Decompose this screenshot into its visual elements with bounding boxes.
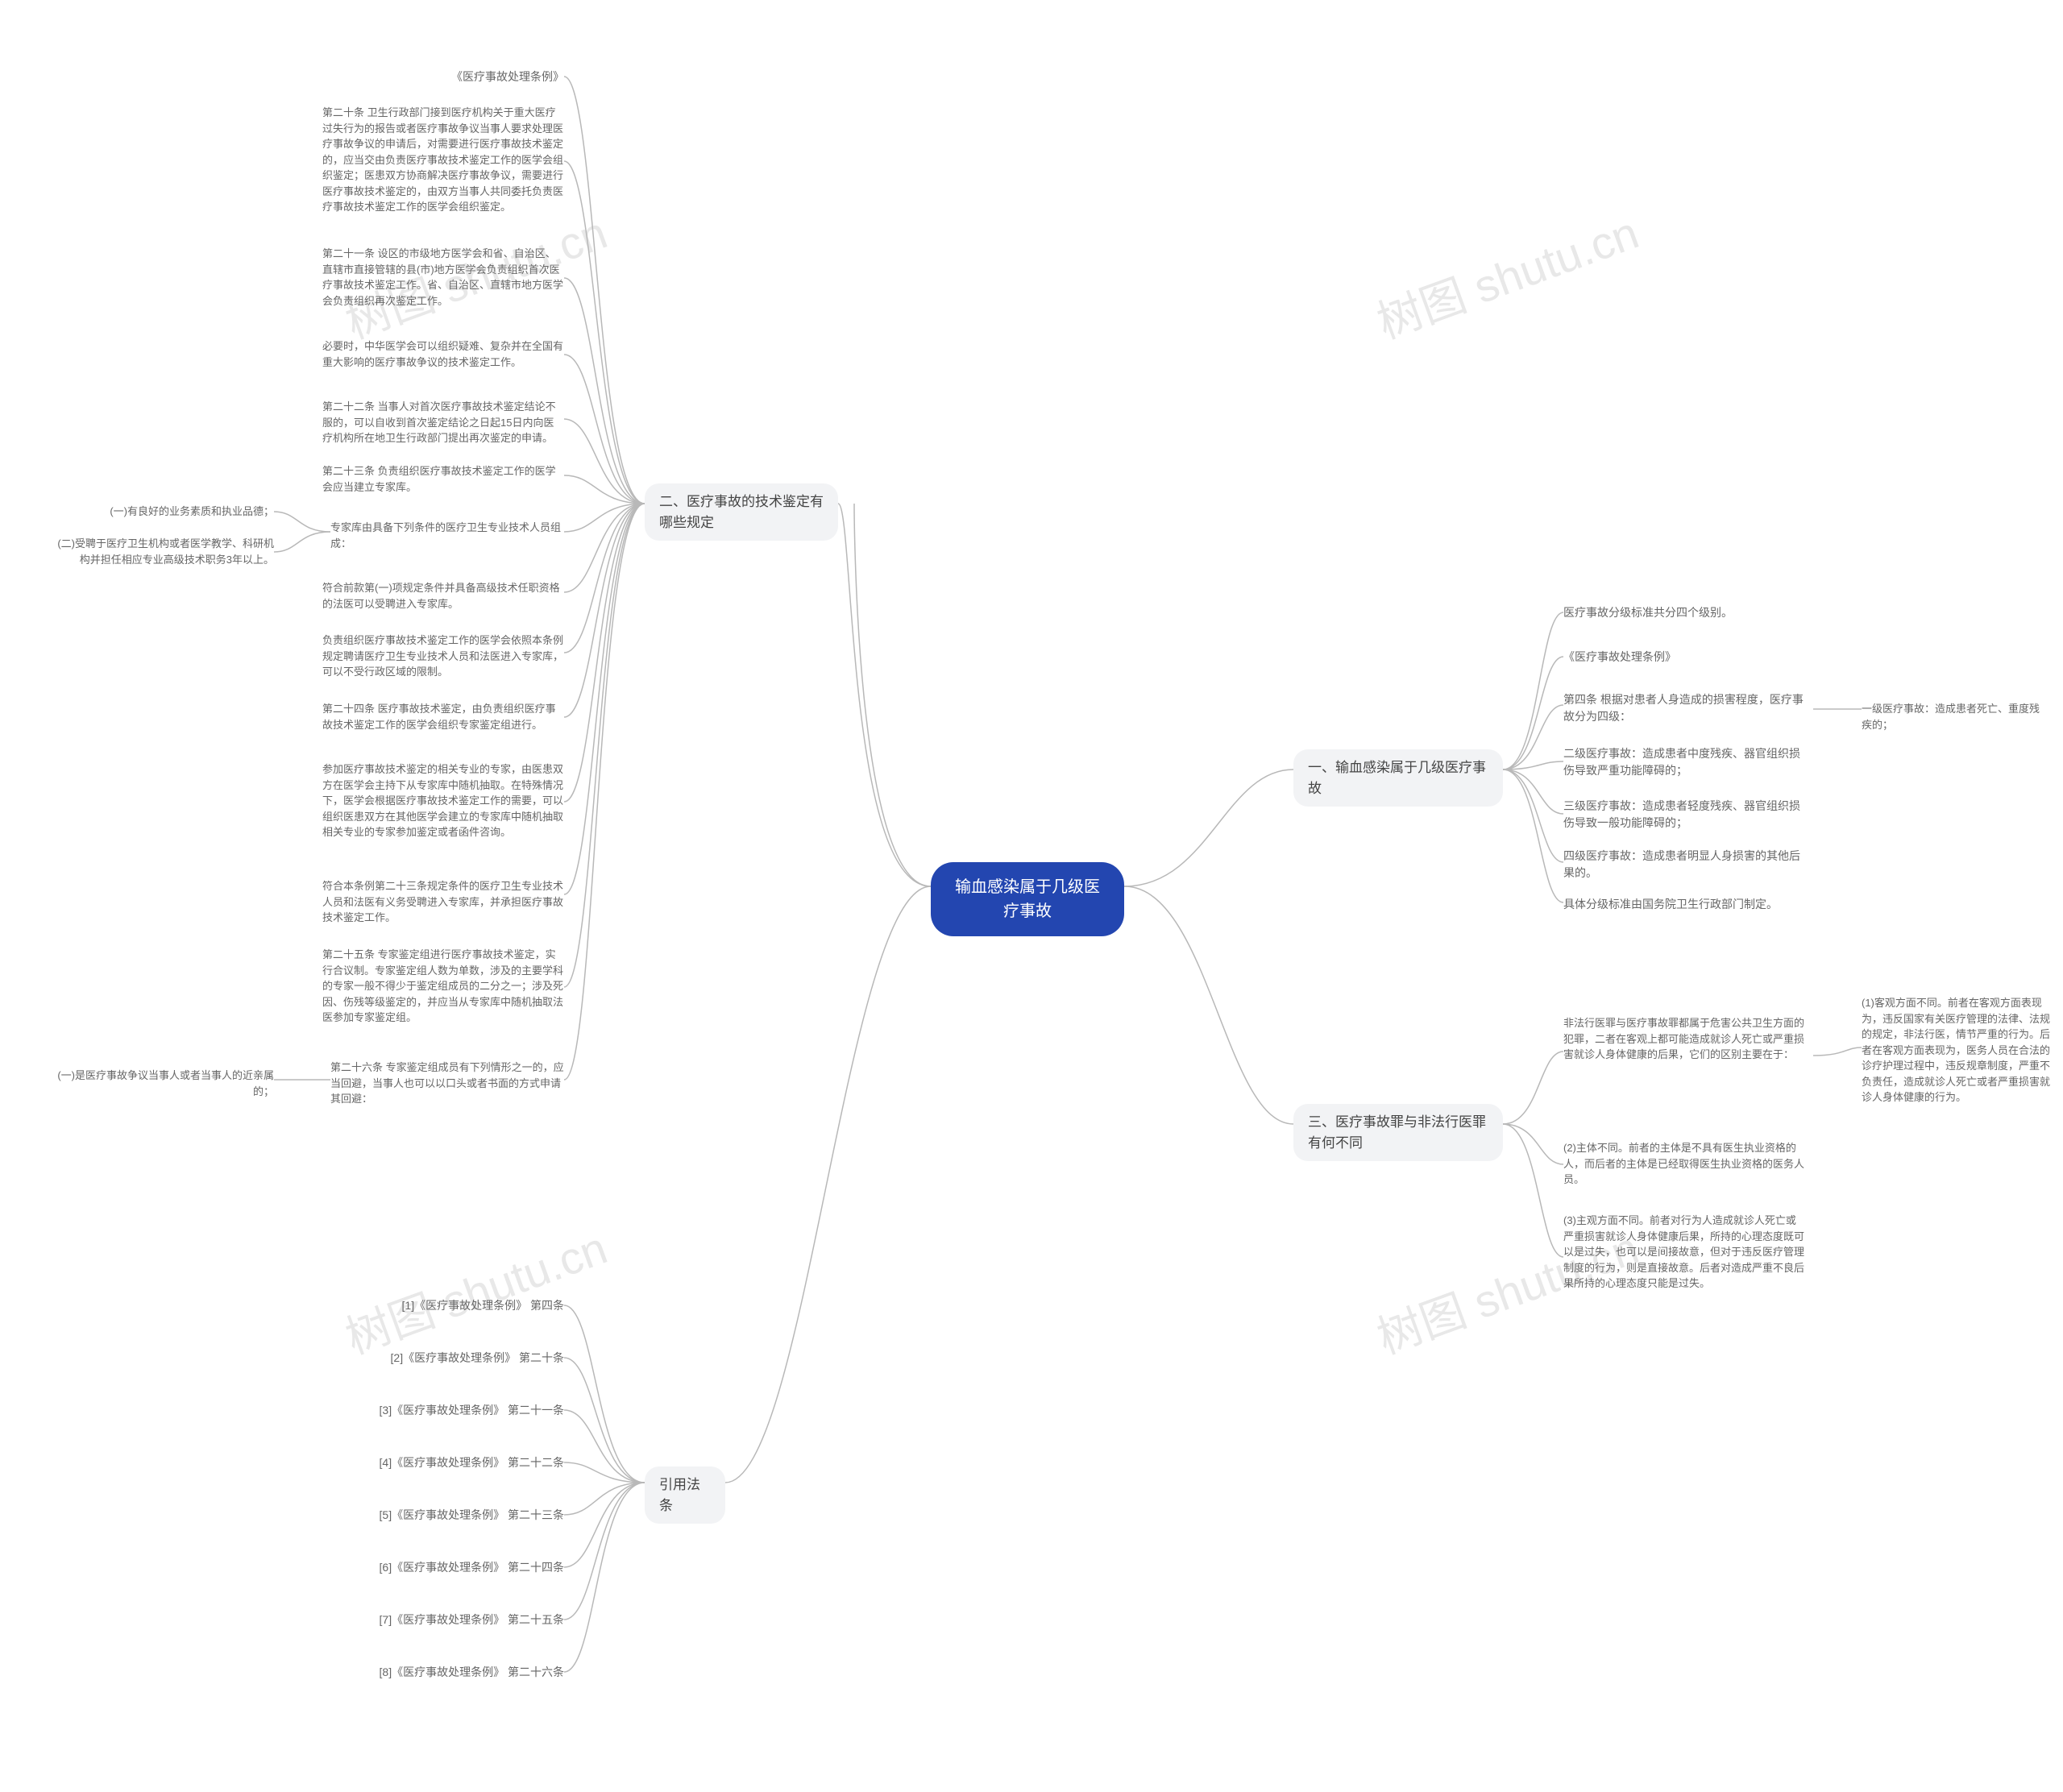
b1-leaf-6: 四级医疗事故：造成患者明显人身损害的其他后果的。 (1563, 848, 1805, 881)
b3-leaf-2: (2)主体不同。前者的主体是不具有医生执业资格的人，而后者的主体是已经取得医生执… (1563, 1140, 1805, 1188)
b4-leaf-1: [1]《医疗事故处理条例》 第四条 (363, 1297, 564, 1314)
b2-leaf-3: 第二十一条 设区的市级地方医学会和省、自治区、直辖市直接管辖的县(市)地方医学会… (322, 246, 564, 309)
b1-leaf-5: 三级医疗事故：造成患者轻度残疾、器官组织损伤导致一般功能障碍的； (1563, 798, 1805, 832)
b3-leaf-1: 非法行医罪与医疗事故罪都属于危害公共卫生方面的犯罪，二者在客观上都可能造成就诊人… (1563, 1015, 1805, 1063)
b3-leaf-3: (3)主观方面不同。前者对行为人造成就诊人死亡或严重损害就诊人身体健康后果，所持… (1563, 1213, 1805, 1292)
b1-leaf-4: 二级医疗事故：造成患者中度残疾、器官组织损伤导致严重功能障碍的； (1563, 745, 1805, 779)
b1-leaf-1: 医疗事故分级标准共分四个级别。 (1563, 604, 1733, 621)
b2-leaf-1: 《医疗事故处理条例》 (419, 68, 564, 85)
b2-leaf-5: 第二十二条 当事人对首次医疗事故技术鉴定结论不服的，可以自收到首次鉴定结论之日起… (322, 399, 564, 446)
b4-leaf-7: [7]《医疗事故处理条例》 第二十五条 (355, 1612, 564, 1628)
b2-leaf-14a: (一)是医疗事故争议当事人或者当事人的近亲属的； (48, 1068, 274, 1099)
b2-leaf-6: 第二十三条 负责组织医疗事故技术鉴定工作的医学会应当建立专家库。 (322, 463, 564, 495)
b1-leaf-7: 具体分级标准由国务院卫生行政部门制定。 (1563, 896, 1778, 913)
center-node[interactable]: 输血感染属于几级医疗事故 (931, 862, 1124, 936)
branch-1[interactable]: 一、输血感染属于几级医疗事故 (1293, 749, 1503, 807)
branch-2[interactable]: 二、医疗事故的技术鉴定有哪些规定 (645, 483, 838, 541)
b2-leaf-13: 第二十五条 专家鉴定组进行医疗事故技术鉴定，实行合议制。专家鉴定组人数为单数，涉… (322, 947, 564, 1026)
b2-leaf-14: 第二十六条 专家鉴定组成员有下列情形之一的，应当回避，当事人也可以以口头或者书面… (330, 1060, 564, 1107)
b1-leaf-3a: 一级医疗事故：造成患者死亡、重度残疾的； (1862, 701, 2047, 732)
b2-leaf-4: 必要时，中华医学会可以组织疑难、复杂并在全国有重大影响的医疗事故争议的技术鉴定工… (322, 338, 564, 370)
b2-leaf-11: 参加医疗事故技术鉴定的相关专业的专家，由医患双方在医学会主持下从专家库中随机抽取… (322, 761, 564, 840)
b2-leaf-12: 符合本条例第二十三条规定条件的医疗卫生专业技术人员和法医有义务受聘进入专家库，并… (322, 878, 564, 926)
branch-4[interactable]: 引用法条 (645, 1466, 725, 1524)
b4-leaf-8: [8]《医疗事故处理条例》 第二十六条 (355, 1664, 564, 1681)
b1-leaf-2: 《医疗事故处理条例》 (1563, 649, 1676, 666)
b1-leaf-3: 第四条 根据对患者人身造成的损害程度，医疗事故分为四级： (1563, 691, 1805, 725)
branch-3[interactable]: 三、医疗事故罪与非法行医罪有何不同 (1293, 1104, 1503, 1161)
b2-leaf-7b: (二)受聘于医疗卫生机构或者医学教学、科研机构并担任相应专业高级技术职务3年以上… (56, 536, 274, 567)
b4-leaf-4: [4]《医疗事故处理条例》 第二十二条 (355, 1454, 564, 1471)
b2-leaf-7a: (一)有良好的业务素质和执业品德； (56, 504, 274, 520)
b4-leaf-6: [6]《医疗事故处理条例》 第二十四条 (355, 1559, 564, 1576)
b4-leaf-2: [2]《医疗事故处理条例》 第二十条 (363, 1350, 564, 1367)
watermark: 树图 shutu.cn (1367, 197, 1646, 351)
b3-leaf-1a: (1)客观方面不同。前者在客观方面表现为，违反国家有关医疗管理的法律、法规的规定… (1862, 995, 2055, 1105)
b2-leaf-10: 第二十四条 医疗事故技术鉴定，由负责组织医疗事故技术鉴定工作的医学会组织专家鉴定… (322, 701, 564, 732)
watermark: 树图 shutu.cn (335, 1212, 615, 1367)
b2-leaf-7: 专家库由具备下列条件的医疗卫生专业技术人员组成： (330, 520, 564, 551)
b4-leaf-3: [3]《医疗事故处理条例》 第二十一条 (355, 1402, 564, 1419)
b4-leaf-5: [5]《医疗事故处理条例》 第二十三条 (355, 1507, 564, 1524)
b2-leaf-2: 第二十条 卫生行政部门接到医疗机构关于重大医疗过失行为的报告或者医疗事故争议当事… (322, 105, 564, 215)
b2-leaf-8: 符合前款第(一)项规定条件并具备高级技术任职资格的法医可以受聘进入专家库。 (322, 580, 564, 612)
b2-leaf-9: 负责组织医疗事故技术鉴定工作的医学会依照本条例规定聘请医疗卫生专业技术人员和法医… (322, 633, 564, 680)
